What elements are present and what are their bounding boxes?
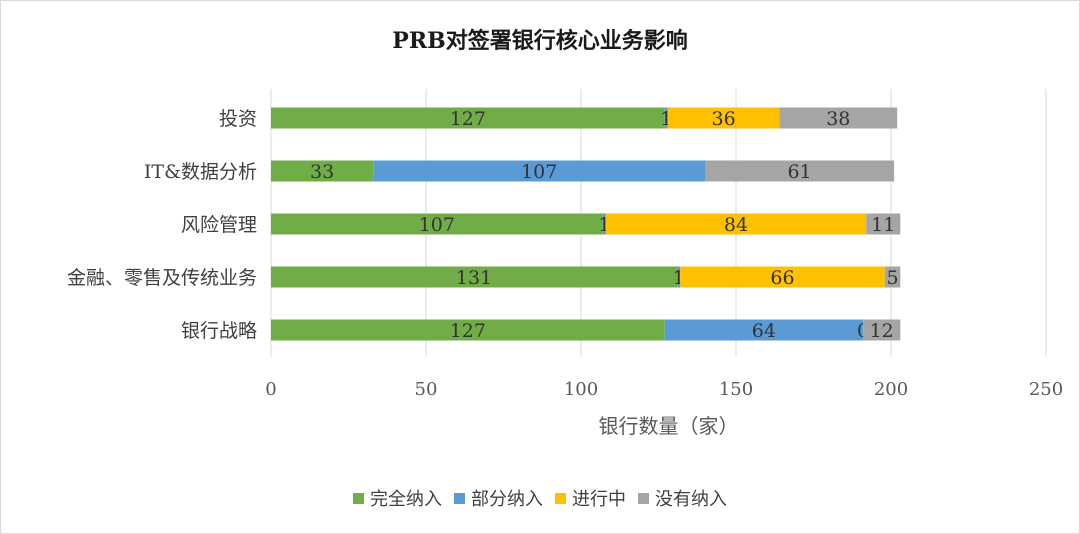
data-label: 11 [871, 214, 895, 236]
bar-segment [863, 319, 901, 341]
legend-label: 进行中 [572, 489, 626, 510]
bar-segment [605, 213, 867, 235]
bar-segment [884, 266, 901, 288]
x-tick-label: 0 [265, 379, 276, 400]
x-axis-label: 银行数量（家） [599, 414, 739, 438]
data-label: 107 [521, 161, 557, 183]
legend-item: 部分纳入 [454, 485, 543, 511]
x-tick-label: 150 [719, 379, 753, 400]
chart-title: PRB对签署银行核心业务影响 [392, 28, 688, 54]
x-tick-label: 100 [564, 379, 598, 400]
data-label: 61 [787, 161, 811, 183]
data-label: 131 [456, 267, 492, 289]
y-category-label: 银行战略 [181, 320, 257, 342]
data-label: 66 [770, 267, 794, 289]
legend-swatch [555, 492, 566, 504]
bar-segment [271, 319, 665, 341]
bar-segment [866, 213, 901, 235]
data-label: 33 [310, 161, 334, 183]
x-tick-label: 50 [415, 379, 438, 400]
data-label: 36 [712, 108, 736, 130]
data-label: 127 [450, 320, 486, 342]
legend-label: 没有纳入 [655, 489, 727, 510]
legend-swatch [353, 492, 364, 504]
data-label: 84 [724, 214, 748, 236]
data-label: 64 [752, 320, 776, 342]
bar-segment [677, 266, 681, 288]
x-tick-label: 250 [1029, 379, 1063, 400]
legend-label: 完全纳入 [370, 489, 442, 510]
data-label: 127 [450, 108, 486, 130]
legend-label: 部分纳入 [471, 489, 543, 510]
bar-segment [779, 107, 898, 129]
legend-item: 没有纳入 [638, 485, 727, 511]
bar-segment [680, 266, 885, 288]
x-tick-label: 200 [874, 379, 908, 400]
data-label: 38 [826, 108, 850, 130]
bar-segment [271, 213, 603, 235]
legend-item: 完全纳入 [353, 485, 442, 511]
y-category-label: 金融、零售及传统业务 [67, 267, 257, 289]
legend-swatch [454, 492, 465, 504]
data-label: 107 [419, 214, 455, 236]
bar-segment [271, 160, 374, 182]
y-category-label: 风险管理 [181, 214, 257, 236]
bar-segment [664, 319, 864, 341]
bar-segment [705, 160, 895, 182]
chart-legend: 完全纳入 部分纳入 进行中 没有纳入 [1, 485, 1079, 511]
data-label: 12 [870, 320, 894, 342]
bar-segment [271, 107, 665, 129]
y-category-label: IT&数据分析 [144, 161, 257, 183]
data-label: 5 [887, 267, 899, 289]
bar-segment [271, 266, 678, 288]
bar-segment [664, 107, 668, 129]
legend-item: 进行中 [555, 485, 626, 511]
bar-segment [602, 213, 606, 235]
bar-segment [373, 160, 705, 182]
legend-swatch [638, 492, 649, 504]
y-category-label: 投资 [219, 108, 257, 130]
bar-segment [667, 107, 780, 129]
